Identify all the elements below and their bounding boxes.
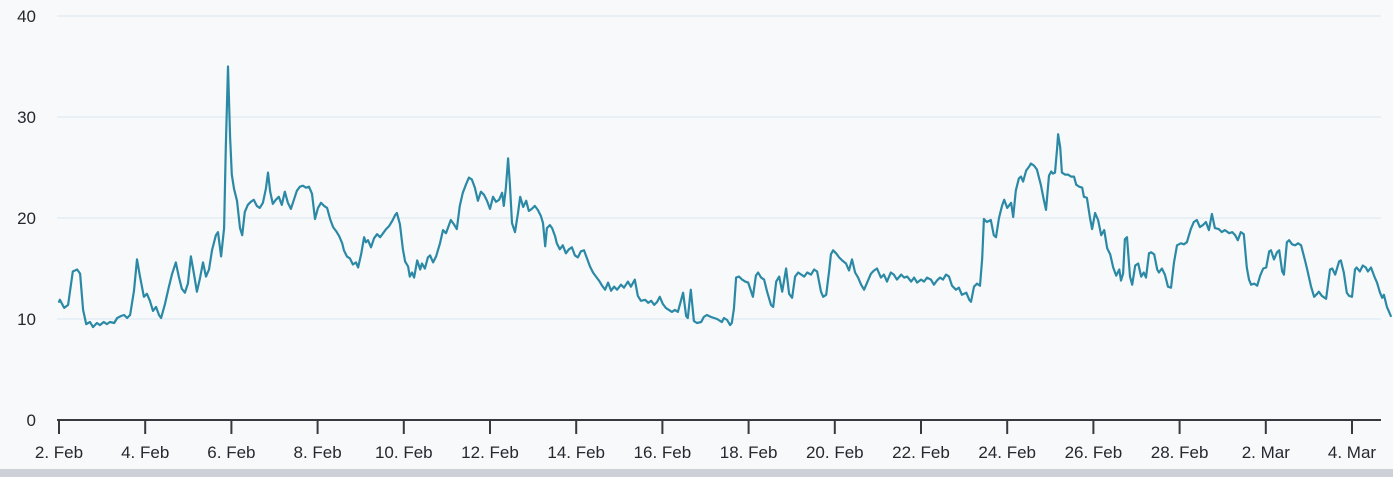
- y-tick-label: 0: [27, 411, 36, 430]
- x-tick-label: 12. Feb: [461, 443, 519, 462]
- y-tick-label: 30: [17, 108, 36, 127]
- x-tick-label: 22. Feb: [892, 443, 950, 462]
- x-tick-label: 4. Mar: [1328, 443, 1377, 462]
- x-tick-label: 16. Feb: [634, 443, 692, 462]
- bottom-strip: [0, 469, 1393, 477]
- y-tick-label: 20: [17, 209, 36, 228]
- x-tick-label: 14. Feb: [547, 443, 605, 462]
- x-tick-label: 18. Feb: [720, 443, 778, 462]
- x-tick-label: 26. Feb: [1065, 443, 1123, 462]
- x-tick-label: 4. Feb: [121, 443, 169, 462]
- x-tick-label: 10. Feb: [375, 443, 433, 462]
- series-line: [57, 65, 1392, 329]
- x-tick-label: 8. Feb: [293, 443, 341, 462]
- y-tick-label: 10: [17, 310, 36, 329]
- x-tick-label: 6. Feb: [207, 443, 255, 462]
- x-tick-label: 24. Feb: [978, 443, 1036, 462]
- x-tick-label: 20. Feb: [806, 443, 864, 462]
- x-tick-label: 2. Feb: [35, 443, 83, 462]
- y-tick-label: 40: [17, 7, 36, 26]
- x-tick-label: 28. Feb: [1151, 443, 1209, 462]
- x-tick-label: 2. Mar: [1242, 443, 1291, 462]
